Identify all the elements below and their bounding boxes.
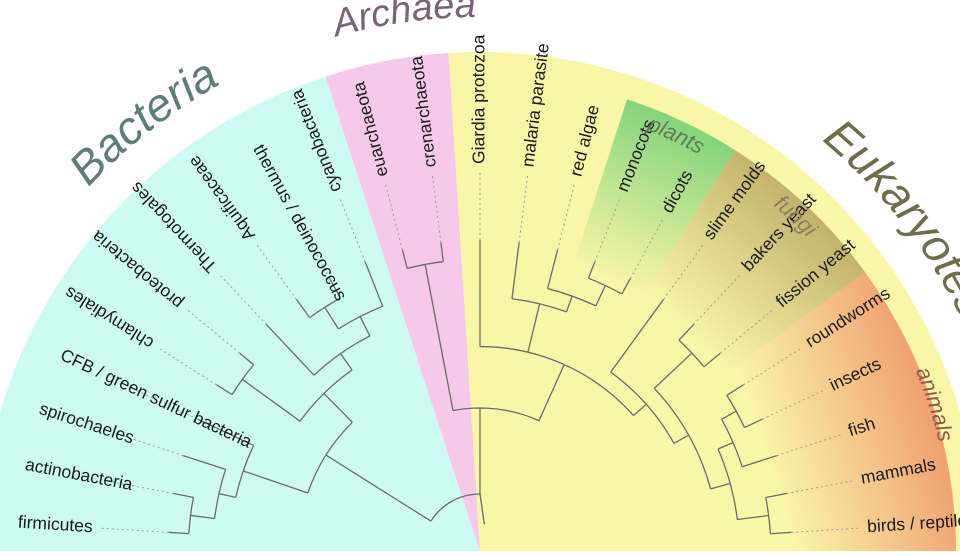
svg-text:Archaea: Archaea bbox=[326, 0, 476, 46]
svg-text:Giardia protozoa: Giardia protozoa bbox=[469, 34, 489, 164]
